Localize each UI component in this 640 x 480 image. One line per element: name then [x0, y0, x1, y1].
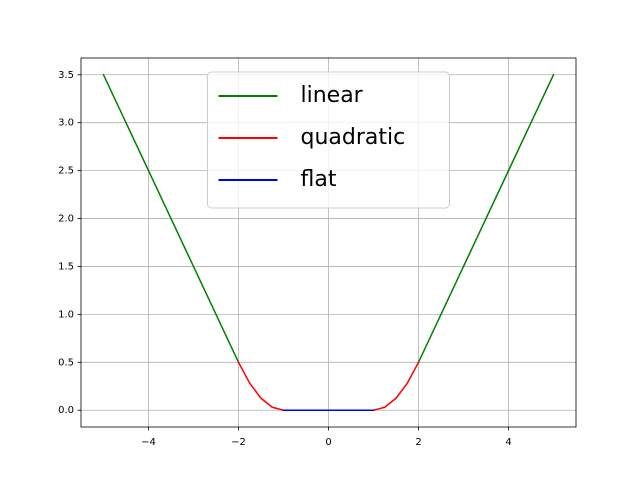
x-tick-label: −4	[141, 437, 156, 448]
legend: linear quadratic flat	[207, 71, 450, 209]
x-tick-label: 0	[325, 437, 331, 448]
y-tick-label: 1.5	[58, 261, 74, 272]
x-tick-label: 4	[505, 437, 511, 448]
y-tick-label: 2.5	[58, 166, 74, 177]
y-tick-label: 2.0	[58, 214, 74, 225]
y-tick-label: 3.5	[58, 70, 74, 81]
x-tick-label: −2	[231, 437, 246, 448]
legend-label: linear	[301, 83, 364, 108]
y-tick-label: 0.5	[58, 357, 74, 368]
y-tick-label: 0.0	[58, 405, 74, 416]
x-tick-label: 2	[415, 437, 421, 448]
y-tick-label: 3.0	[58, 118, 74, 129]
y-tick-label: 1.0	[58, 309, 74, 320]
legend-label: flat	[301, 167, 337, 192]
legend-box	[207, 71, 450, 209]
axes-frame	[80, 57, 577, 428]
line-series	[237, 361, 420, 412]
legend-label: quadratic	[301, 125, 406, 150]
line-series	[102, 73, 555, 364]
